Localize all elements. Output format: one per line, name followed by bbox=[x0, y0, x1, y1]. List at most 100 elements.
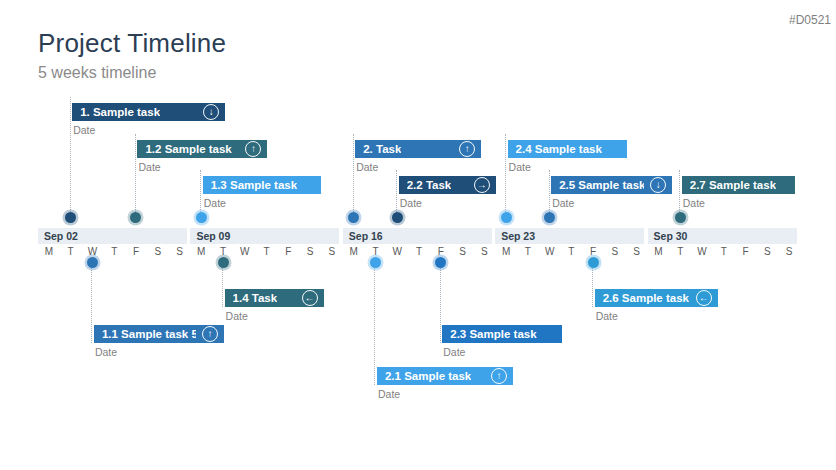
task: 1. Sample task↓Date bbox=[72, 103, 225, 121]
task-date-label: Date bbox=[204, 197, 226, 209]
week-days: MTWTFSS bbox=[343, 245, 495, 258]
milestone-dot[interactable] bbox=[435, 257, 446, 268]
connector-line bbox=[200, 170, 201, 212]
task-bar[interactable]: 1.3 Sample task bbox=[203, 176, 321, 194]
milestone-dot[interactable] bbox=[196, 212, 207, 223]
connector-line bbox=[679, 170, 680, 212]
task-date-label: Date bbox=[73, 124, 95, 136]
connector-line bbox=[70, 97, 71, 212]
task-date-label: Date bbox=[509, 161, 531, 173]
day-letter: F bbox=[277, 245, 299, 258]
task-label: 2.6 Sample task bbox=[603, 292, 689, 304]
connector-line bbox=[374, 268, 375, 386]
connector-line bbox=[396, 170, 397, 212]
task-bar[interactable]: 1.1 Sample task 5↑ bbox=[94, 325, 224, 343]
task-label: 2. Task bbox=[363, 143, 401, 155]
arrow-down-icon: ↓ bbox=[650, 177, 666, 193]
task-date-label: Date bbox=[400, 197, 422, 209]
milestone-dot[interactable] bbox=[370, 257, 381, 268]
day-letter: F bbox=[125, 245, 147, 258]
day-letter: M bbox=[38, 245, 60, 258]
task-bar[interactable]: 1.4 Task ← bbox=[225, 289, 324, 307]
task: 2.6 Sample task←Date bbox=[595, 289, 718, 307]
task-date-label: Date bbox=[552, 197, 574, 209]
arrow-down-icon: ↓ bbox=[203, 104, 219, 120]
task-bar[interactable]: 2.5 Sample task↓ bbox=[551, 176, 672, 194]
task-label: 2.2 Task bbox=[407, 179, 452, 191]
connector-line bbox=[440, 268, 441, 344]
milestone-dot[interactable] bbox=[588, 257, 599, 268]
milestone-dot[interactable] bbox=[218, 257, 229, 268]
task-date-label: Date bbox=[138, 161, 160, 173]
task-label: 2.4 Sample task bbox=[516, 143, 602, 155]
day-letter: M bbox=[190, 245, 212, 258]
connector-line bbox=[505, 134, 506, 212]
task-date-label: Date bbox=[443, 346, 465, 358]
task-date-label: Date bbox=[378, 388, 400, 400]
task-bar[interactable]: 2. Task↑ bbox=[355, 140, 481, 158]
day-letter: S bbox=[756, 245, 778, 258]
task-label: 1.2 Sample task bbox=[145, 143, 231, 155]
task: 2.3 Sample taskDate bbox=[442, 325, 562, 343]
task: 1.1 Sample task 5↑Date bbox=[94, 325, 224, 343]
week-days: MTWTFSS bbox=[38, 245, 190, 258]
task-date-label: Date bbox=[683, 197, 705, 209]
arrow-up-icon: ↑ bbox=[245, 141, 261, 157]
task-label: 1.4 Task bbox=[233, 292, 278, 304]
day-letter: S bbox=[604, 245, 626, 258]
connector-line bbox=[91, 268, 92, 344]
day-letter: T bbox=[669, 245, 691, 258]
task: 2. Task↑Date bbox=[355, 140, 481, 158]
day-letter: T bbox=[408, 245, 430, 258]
day-letter: S bbox=[321, 245, 343, 258]
arrow-left-icon: ← bbox=[302, 290, 318, 306]
task: 2.1 Sample task↑Date bbox=[377, 367, 513, 385]
week-days: MTWTFSS bbox=[648, 245, 800, 258]
task-bar[interactable]: 2.1 Sample task↑ bbox=[377, 367, 513, 385]
week-label: Sep 30 bbox=[654, 230, 688, 242]
task: 1.4 Task←Date bbox=[225, 289, 324, 307]
day-letter: S bbox=[778, 245, 800, 258]
task: 2.4 Sample taskDate bbox=[508, 140, 627, 158]
day-letter: T bbox=[560, 245, 582, 258]
week-band: Sep 30 bbox=[648, 228, 797, 244]
week-days: MTWTFSS bbox=[495, 245, 647, 258]
day-letter: T bbox=[103, 245, 125, 258]
task-bar[interactable]: 2.3 Sample task bbox=[442, 325, 562, 343]
task-label: 1.3 Sample task bbox=[211, 179, 297, 191]
week-band: Sep 23 bbox=[495, 228, 644, 244]
milestone-dot[interactable] bbox=[675, 212, 686, 223]
day-letter: M bbox=[495, 245, 517, 258]
task-date-label: Date bbox=[226, 310, 248, 322]
task-label: 1.1 Sample task 5 bbox=[102, 328, 196, 340]
milestone-dot[interactable] bbox=[130, 212, 141, 223]
task-bar[interactable]: 2.4 Sample task bbox=[508, 140, 627, 158]
milestone-dot[interactable] bbox=[544, 212, 555, 223]
template-code: #D0521 bbox=[789, 13, 831, 27]
day-letter: T bbox=[713, 245, 735, 258]
task-label: 2.1 Sample task bbox=[385, 370, 471, 382]
week-band: Sep 02 bbox=[38, 228, 187, 244]
task-label: 1. Sample task bbox=[80, 106, 160, 118]
milestone-dot[interactable] bbox=[501, 212, 512, 223]
day-letter: T bbox=[60, 245, 82, 258]
task-label: 2.7 Sample task bbox=[690, 179, 776, 191]
connector-line bbox=[592, 268, 593, 308]
day-letter: S bbox=[299, 245, 321, 258]
week-band: Sep 09 bbox=[190, 228, 339, 244]
day-letter: M bbox=[648, 245, 670, 258]
task-bar[interactable]: 2.2 Task→ bbox=[399, 176, 496, 194]
arrow-left-icon: ← bbox=[696, 290, 712, 306]
day-letter: S bbox=[473, 245, 495, 258]
task-bar[interactable]: 1. Sample task ↓ bbox=[72, 103, 225, 121]
task-bar[interactable]: 1.2 Sample task ↑ bbox=[137, 140, 267, 158]
milestone-dot[interactable] bbox=[348, 212, 359, 223]
week-days: MTWTFSS bbox=[190, 245, 342, 258]
page-subtitle: 5 weeks timeline bbox=[38, 64, 156, 82]
milestone-dot[interactable] bbox=[87, 257, 98, 268]
milestone-dot[interactable] bbox=[65, 212, 76, 223]
milestone-dot[interactable] bbox=[392, 212, 403, 223]
task-bar[interactable]: 2.7 Sample task bbox=[682, 176, 795, 194]
task-bar[interactable]: 2.6 Sample task ← bbox=[595, 289, 718, 307]
connector-line bbox=[135, 134, 136, 212]
